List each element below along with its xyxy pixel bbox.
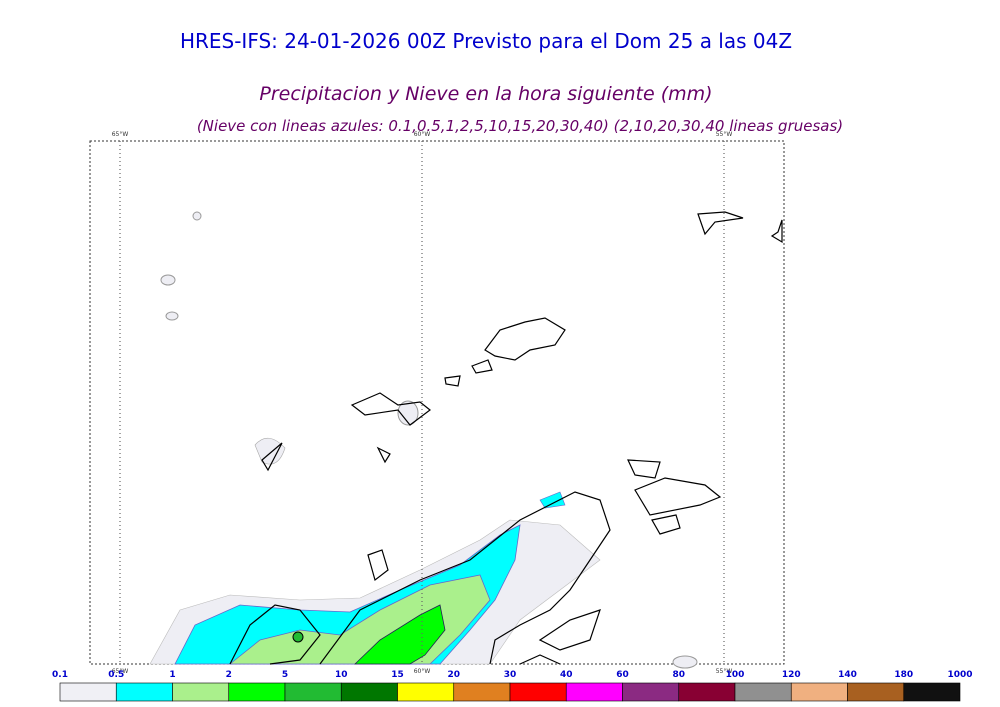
colorbar-swatch (847, 682, 905, 702)
colorbar-swatch (340, 682, 398, 702)
colorbar-label: 140 (838, 670, 857, 680)
coastlines (229, 211, 783, 665)
colorbar-swatch (790, 682, 848, 702)
map: 65°W 60°W 55°W 65°W 60°W 55°W (89, 131, 785, 675)
colorbar-swatch (228, 682, 286, 702)
meridian-label: 60°W (414, 668, 431, 675)
colorbar-swatch (622, 682, 680, 702)
colorbar-label: 100 (726, 670, 745, 680)
colorbar-swatch (397, 682, 455, 702)
colorbar-label: 60 (616, 670, 629, 680)
meridian-label: 65°W (112, 668, 129, 675)
colorbar-label: 0.1 (52, 670, 68, 680)
meridian-label: 55°W (716, 668, 733, 675)
colorbar-swatch (734, 682, 792, 702)
subtitle: Precipitacion y Nieve en la hora siguien… (259, 83, 712, 105)
colorbar-swatch (678, 682, 736, 702)
colorbar-label: 40 (560, 670, 573, 680)
meridian-label: 65°W (112, 131, 129, 138)
colorbar-label: 2 (226, 670, 232, 680)
colorbar-swatch (565, 682, 623, 702)
meridian-label: 60°W (414, 131, 431, 138)
colorbar-label: 120 (782, 670, 801, 680)
colorbar-swatch (172, 682, 230, 702)
colorbar-swatch (509, 682, 567, 702)
colorbar-swatch (284, 682, 342, 702)
colorbar-swatch (903, 682, 961, 702)
colorbar: 0.1 0.5 1 2 5 10 15 20 30 40 60 80 100 120 140 180 1000 (52, 670, 973, 702)
title: HRES-IFS: 24-01-2026 00Z Previsto para e… (180, 29, 792, 53)
note: (Nieve con lineas azules: 0.1,0.5,1,2,5,… (197, 117, 843, 135)
precipitation (149, 211, 698, 669)
meridian-label: 55°W (716, 131, 733, 138)
colorbar-label: 10 (335, 670, 348, 680)
colorbar-label: 5 (282, 670, 288, 680)
colorbar-label: 1000 (947, 670, 972, 680)
colorbar-swatch (59, 682, 117, 702)
colorbar-swatch (115, 682, 173, 702)
colorbar-label: 180 (894, 670, 913, 680)
colorbar-swatch (453, 682, 511, 702)
colorbar-label: 80 (672, 670, 685, 680)
colorbar-label: 30 (504, 670, 517, 680)
colorbar-label: 15 (391, 670, 404, 680)
colorbar-label: 20 (447, 670, 460, 680)
colorbar-label: 0.5 (108, 670, 124, 680)
colorbar-label: 1 (169, 670, 175, 680)
